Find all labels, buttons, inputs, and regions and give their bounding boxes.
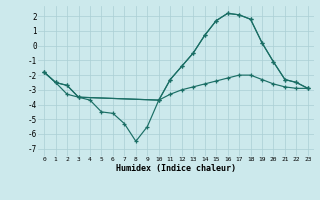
X-axis label: Humidex (Indice chaleur): Humidex (Indice chaleur) — [116, 164, 236, 173]
